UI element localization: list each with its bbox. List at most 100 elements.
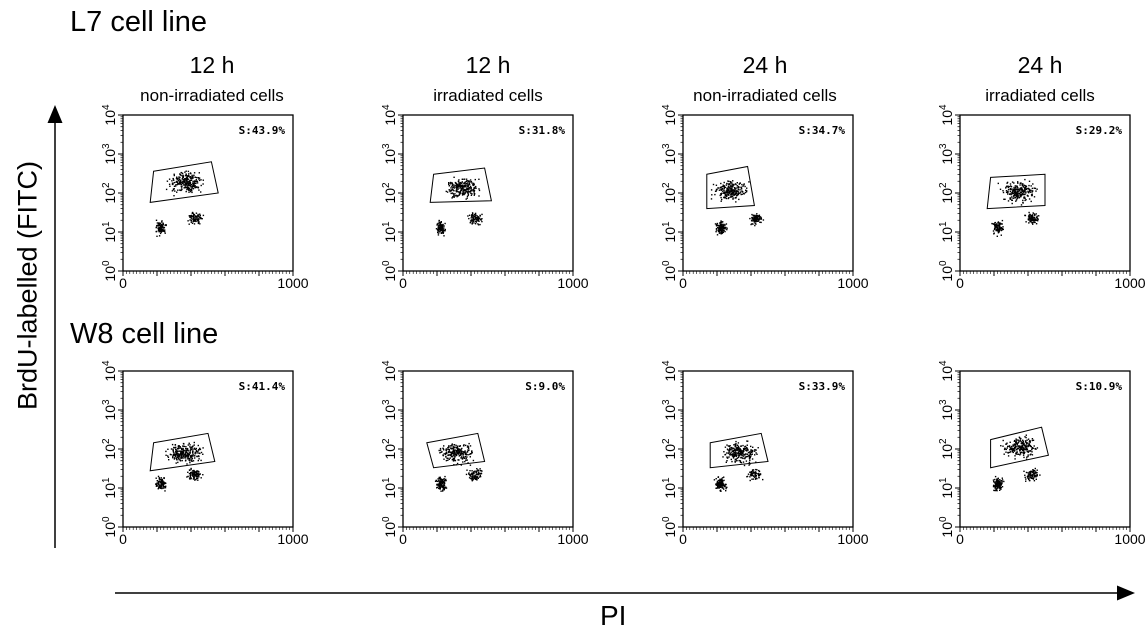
cell-dot — [1036, 219, 1038, 222]
cell-dot — [452, 457, 454, 460]
cell-dot — [466, 187, 468, 190]
cell-dot — [1025, 445, 1028, 448]
cell-dot — [440, 225, 443, 227]
cell-dot — [451, 192, 454, 194]
cell-dot — [198, 476, 200, 478]
cell-dot — [455, 452, 457, 454]
cell-dot — [472, 215, 474, 217]
cell-dot — [190, 468, 192, 470]
cell-dot — [453, 185, 455, 188]
cell-dot — [159, 227, 161, 229]
cell-dot — [1019, 437, 1021, 439]
cell-dot — [734, 453, 737, 455]
cell-dot — [730, 182, 732, 184]
column-condition-label: non-irradiated cells — [693, 86, 837, 105]
cell-dot — [748, 458, 751, 460]
cell-dot — [479, 218, 481, 220]
cell-dot — [440, 481, 442, 483]
cell-dot — [186, 182, 188, 184]
cell-dot — [160, 228, 162, 231]
cell-dot — [160, 230, 163, 232]
cell-dot — [164, 482, 166, 485]
cell-dot — [1028, 184, 1030, 187]
cell-dot — [440, 480, 443, 482]
s-phase-label: S:41.4% — [239, 380, 286, 393]
cell-dot — [191, 191, 193, 194]
cell-dot — [457, 188, 459, 190]
cell-dot — [992, 223, 994, 225]
cell-dot — [752, 446, 754, 448]
cell-dot — [197, 221, 200, 224]
cell-dot — [439, 483, 441, 485]
cell-dot — [1026, 448, 1029, 451]
cell-dot — [160, 483, 162, 486]
cell-dot — [1026, 476, 1029, 478]
cell-dot — [182, 451, 184, 453]
cell-dot — [716, 482, 719, 485]
cell-dot — [446, 457, 448, 459]
cell-dot — [451, 459, 454, 461]
cell-dot — [181, 172, 184, 175]
cell-dot — [158, 231, 160, 233]
cell-dot — [1020, 204, 1023, 206]
y-tick-label: 101 — [381, 221, 398, 243]
cell-dot — [184, 449, 186, 452]
cell-dot — [1012, 445, 1015, 447]
cell-dot — [1034, 469, 1036, 472]
cell-dot — [744, 457, 746, 459]
cell-dot — [722, 481, 724, 483]
cell-dot — [999, 489, 1001, 491]
cell-dot — [463, 444, 465, 446]
cell-dot — [716, 223, 718, 226]
cell-dot — [445, 478, 447, 481]
cell-dot — [1003, 453, 1005, 455]
cell-dot — [461, 184, 464, 186]
cell-dot — [157, 482, 159, 484]
cell-dot — [190, 455, 192, 457]
cell-dot — [728, 180, 730, 183]
cell-dot — [1036, 474, 1038, 476]
cell-dot — [738, 459, 740, 462]
cell-dot — [457, 195, 459, 197]
cell-dot — [472, 479, 474, 481]
cell-dot — [441, 480, 444, 482]
cell-dot — [185, 459, 187, 461]
cell-dot — [455, 444, 457, 447]
y-tick-label: 103 — [938, 399, 955, 421]
cell-dot — [470, 473, 472, 475]
cell-dot — [721, 484, 723, 487]
cell-dot — [439, 225, 442, 227]
cell-dot — [466, 188, 468, 191]
cell-dot — [1028, 471, 1031, 473]
cell-dot — [726, 189, 728, 191]
cell-dot — [199, 473, 201, 475]
cell-dot — [459, 450, 462, 452]
cell-dot — [1022, 452, 1024, 454]
cell-dot — [720, 229, 722, 231]
cell-dot — [1032, 212, 1034, 214]
cell-dot — [1014, 445, 1017, 447]
cell-dot — [470, 180, 473, 183]
cell-dot — [1027, 474, 1029, 476]
cell-dot — [718, 484, 721, 486]
cell-dot — [1014, 186, 1017, 189]
cell-dot — [715, 483, 717, 486]
cell-dot — [455, 194, 458, 197]
cell-dot — [451, 452, 453, 454]
cell-dot — [461, 181, 463, 183]
cell-dot — [173, 452, 175, 454]
cell-dot — [455, 450, 458, 452]
cell-dot — [178, 454, 181, 456]
cell-dot — [471, 189, 473, 191]
cell-dot — [436, 480, 438, 482]
cell-dot — [1007, 200, 1010, 202]
cell-dot — [1021, 442, 1024, 445]
cell-dot — [754, 471, 757, 473]
cell-dot — [156, 222, 159, 224]
cell-dot — [185, 170, 187, 172]
cell-dot — [477, 469, 479, 471]
cell-dot — [156, 480, 158, 482]
cell-dot — [458, 182, 460, 184]
